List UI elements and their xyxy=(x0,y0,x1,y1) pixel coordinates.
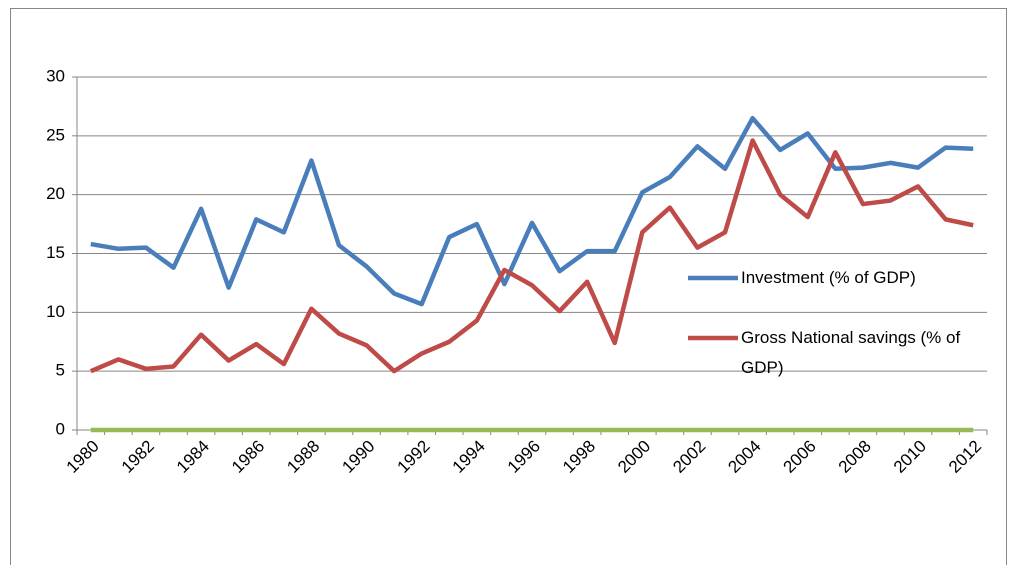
y-tick-label: 0 xyxy=(56,419,65,438)
y-tick-label: 20 xyxy=(46,184,65,203)
data-line xyxy=(90,115,974,307)
chart-frame xyxy=(10,8,1007,565)
y-tick-label: 10 xyxy=(46,302,65,321)
y-tick-label: 5 xyxy=(56,361,65,380)
y-tick-label: 30 xyxy=(46,66,65,85)
y-tick-label: 15 xyxy=(46,243,65,262)
legend-label: Investment (% of GDP) xyxy=(741,268,916,287)
legend-label: Gross National savings (% of GDP) xyxy=(741,328,961,377)
y-tick-label: 25 xyxy=(46,125,65,144)
data-line xyxy=(89,138,974,374)
